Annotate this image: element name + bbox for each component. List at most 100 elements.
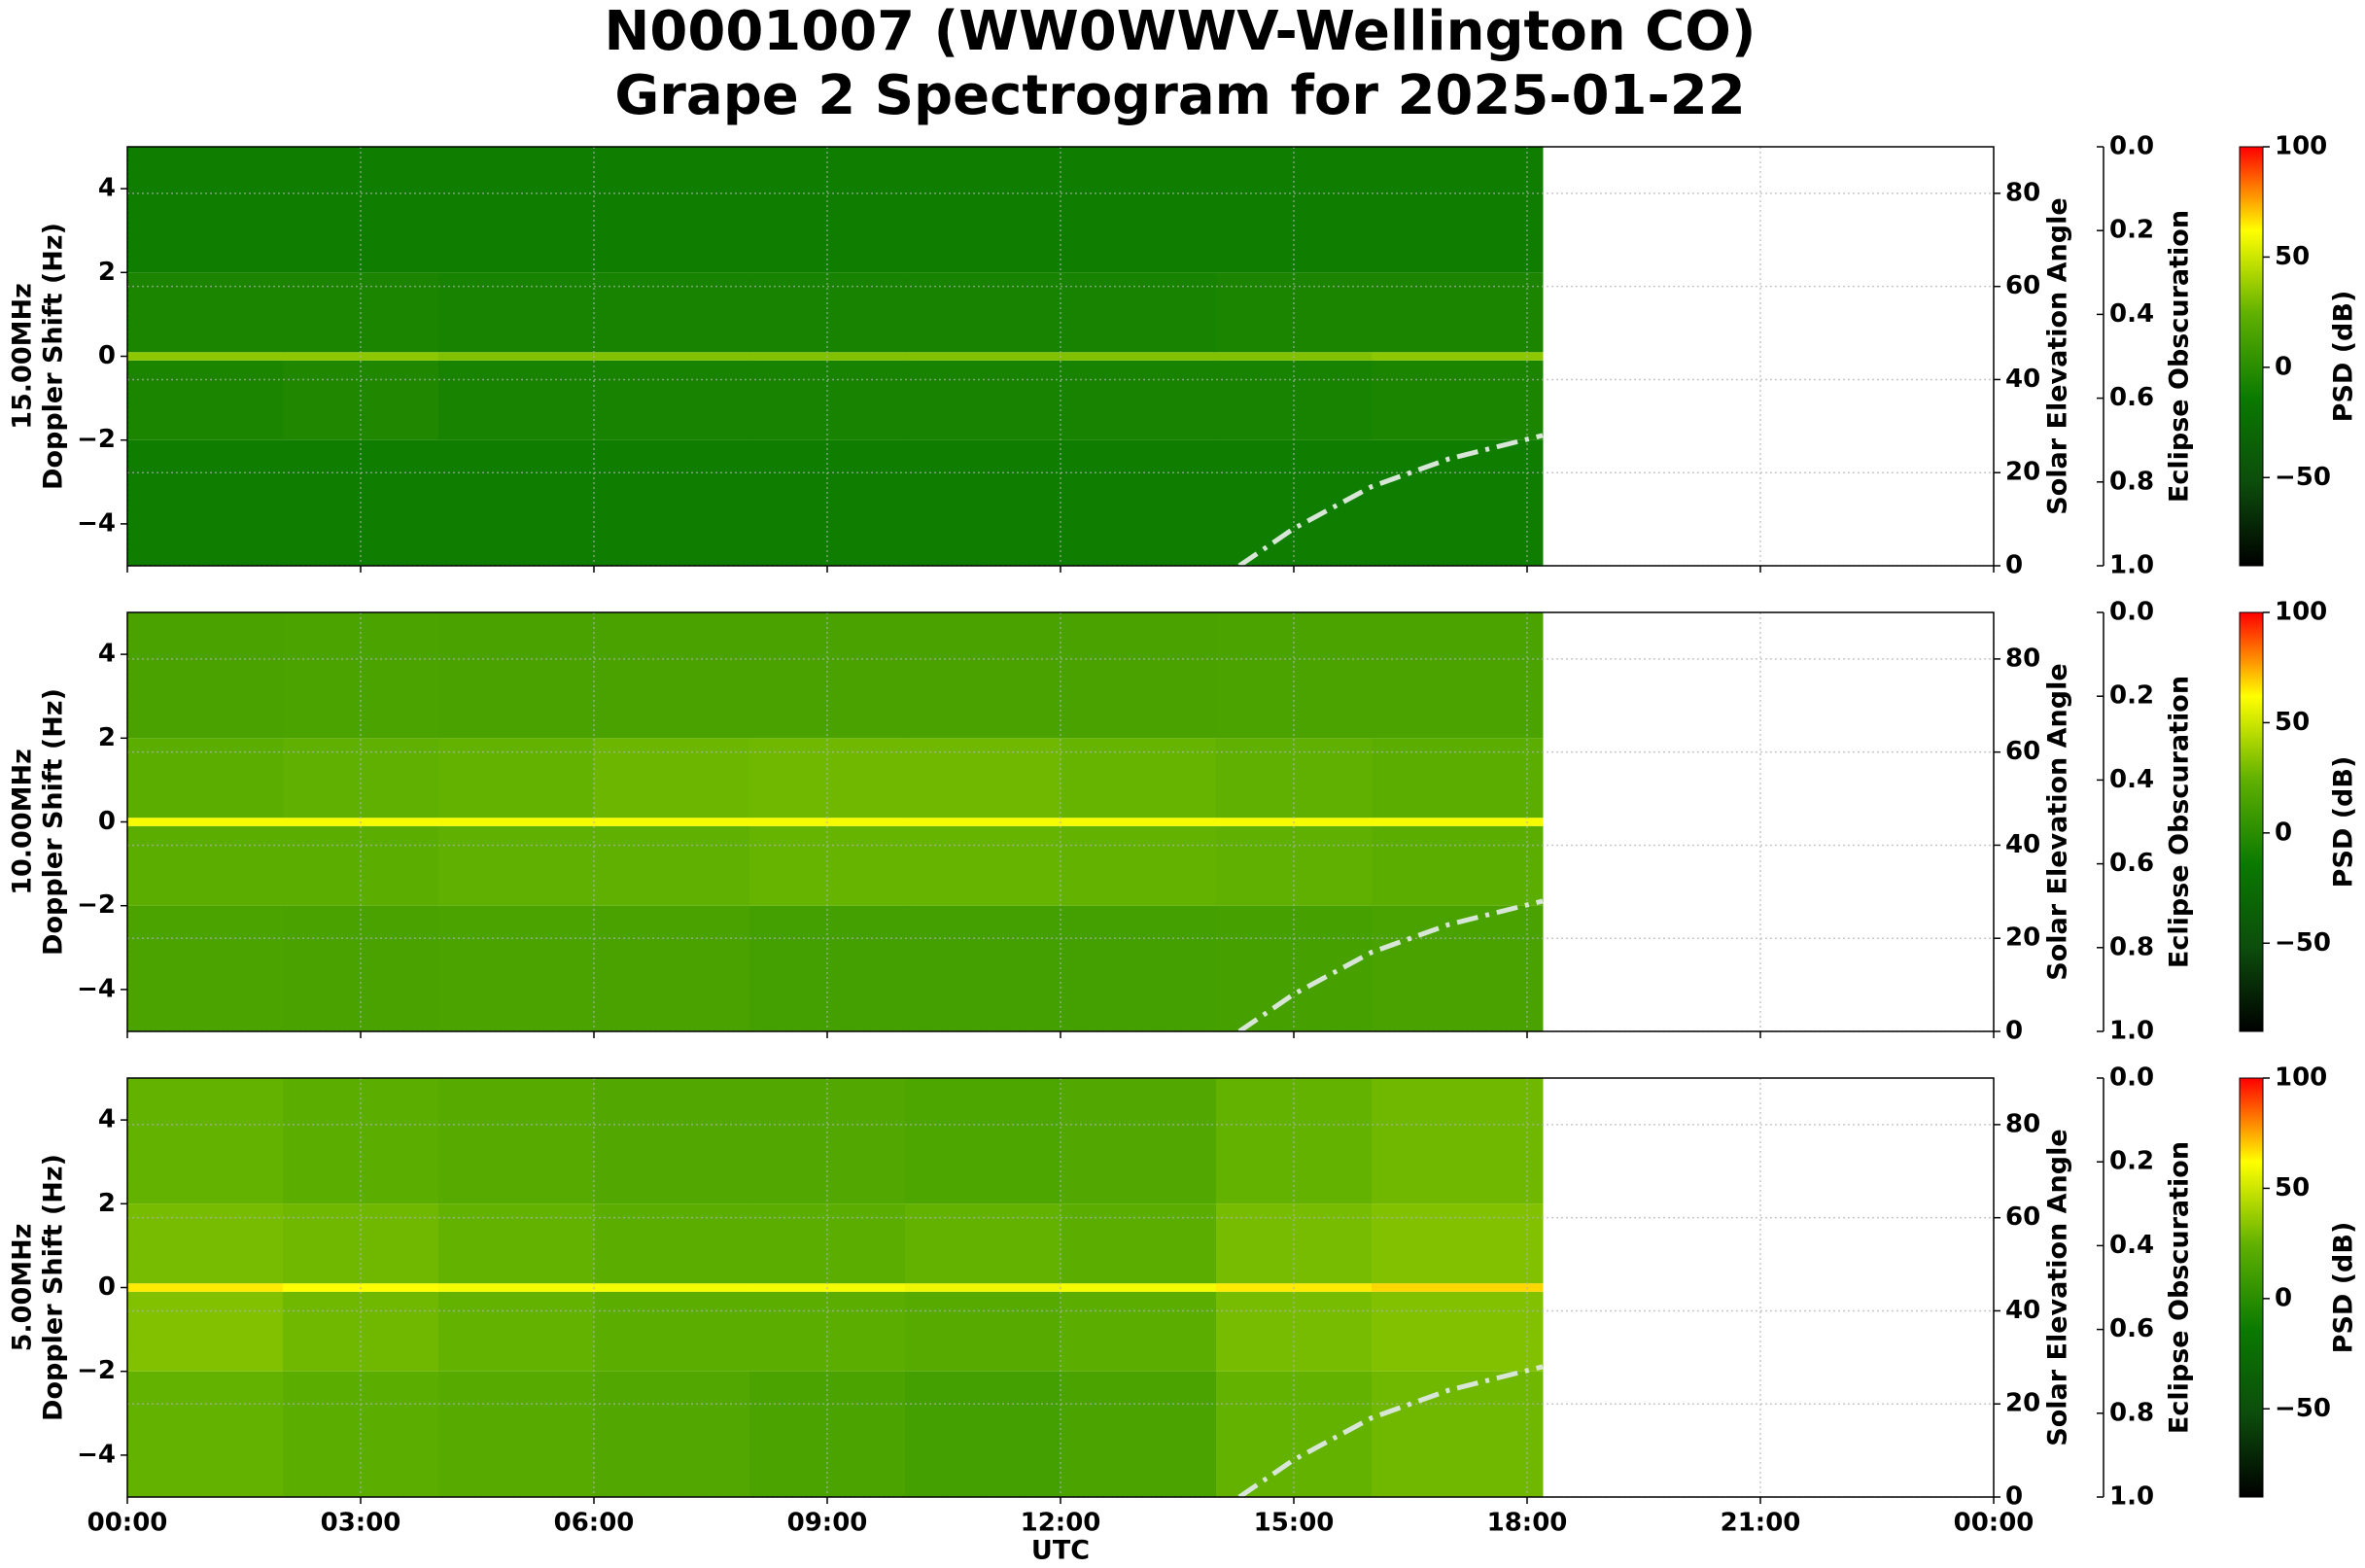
colorbar [2239, 611, 2264, 1032]
panel [127, 1078, 1994, 1497]
psd-cell [594, 818, 750, 826]
psd-cell [438, 905, 595, 1031]
psd-cell [1372, 1078, 1544, 1204]
psd-cell [127, 147, 284, 273]
psd-cell [905, 825, 1061, 906]
y3-tick-label: 0.2 [2109, 1147, 2154, 1176]
y2-axis-label: Solar Elevation Angle [2043, 1129, 2073, 1446]
psd-cell [905, 738, 1061, 819]
y-tick-label: −2 [77, 425, 116, 454]
title-line: Grape 2 Spectrogram for 2025-01-22 [614, 64, 1745, 127]
x-tick-label: 03:00 [321, 1509, 401, 1538]
psd-cell [438, 1291, 595, 1372]
psd-cell [905, 1203, 1061, 1284]
y2-tick-label: 20 [2005, 458, 2040, 487]
psd-cell [1061, 1203, 1217, 1284]
frequency-label: 5.00MHz [8, 1224, 38, 1352]
y3-tick-label: 0.6 [2109, 849, 2154, 878]
x-tick-label: 15:00 [1254, 1509, 1335, 1538]
x-tick-label: 06:00 [554, 1509, 635, 1538]
y-tick-label: −2 [77, 1356, 116, 1385]
solar-elevation-line [1237, 898, 1544, 1031]
psd-cell [1061, 1283, 1217, 1292]
psd-cell [594, 825, 750, 906]
y3-tick-label: 0.2 [2109, 216, 2154, 245]
psd-cell [127, 905, 284, 1031]
psd-cell [1372, 1203, 1544, 1284]
psd-cell [905, 818, 1061, 826]
y2-tick-label: 80 [2005, 178, 2040, 207]
psd-cell [127, 352, 284, 361]
psd-cell [905, 352, 1061, 361]
y3-tick-label: 0.8 [2109, 932, 2154, 961]
y3-tick-label: 0.8 [2109, 1398, 2154, 1427]
y-axis-label: Doppler Shift (Hz) [39, 223, 69, 490]
colorbar-tick-label: 0 [2275, 818, 2292, 847]
y2-tick-label: 60 [2005, 1202, 2040, 1232]
psd-cell [905, 147, 1061, 273]
psd-cell [594, 612, 750, 739]
psd-cell [1216, 147, 1373, 273]
y-tick-label: 4 [98, 640, 116, 669]
colorbar-label: PSD (dB) [2329, 1222, 2359, 1354]
y3-axis-label: Eclipse Obscuration [2165, 1141, 2195, 1434]
psd-cell [127, 612, 284, 739]
psd-cell [905, 905, 1061, 1031]
psd-cell [1372, 439, 1544, 566]
y-tick-label: 2 [98, 258, 116, 287]
psd-cell [438, 147, 595, 273]
x-tick-label: 00:00 [1954, 1509, 2035, 1538]
x-tick-label: 21:00 [1721, 1509, 1801, 1538]
psd-cell [905, 1291, 1061, 1372]
y2-tick-label: 40 [2005, 365, 2040, 394]
psd-cell [594, 352, 750, 361]
frequency-label: 15.00MHz [8, 283, 38, 430]
y2-tick-label: 40 [2005, 1296, 2040, 1325]
psd-cell [438, 1203, 595, 1284]
y2-tick-label: 80 [2005, 1109, 2040, 1138]
psd-cell [1372, 825, 1544, 906]
panel [127, 147, 1994, 566]
y3-tick-label: 0.4 [2109, 765, 2154, 794]
colorbar-label: PSD (dB) [2329, 291, 2359, 423]
psd-cell [1372, 818, 1544, 826]
solar-elevation-line [1237, 433, 1544, 566]
y2-tick-label: 60 [2005, 737, 2040, 766]
psd-cell [1061, 612, 1217, 739]
psd-cell [905, 1078, 1061, 1204]
psd-cell [1061, 360, 1217, 440]
y-tick-label: 2 [98, 723, 116, 752]
psd-cell [749, 1078, 906, 1204]
x-tick-label: 18:00 [1487, 1509, 1568, 1538]
y3-tick-label: 0.6 [2109, 1314, 2154, 1343]
psd-cell [127, 1291, 284, 1372]
psd-cell [594, 1291, 750, 1372]
psd-cell [1372, 147, 1544, 273]
frequency-label: 10.00MHz [8, 749, 38, 895]
psd-cell [594, 1283, 750, 1292]
psd-cell [1061, 352, 1217, 361]
panel [127, 612, 1994, 1031]
psd-cell [749, 612, 906, 739]
y3-tick-label: 0.0 [2109, 132, 2154, 161]
y3-tick-label: 0.8 [2109, 467, 2154, 496]
psd-cell [438, 738, 595, 819]
y3-tick-label: 1.0 [2109, 1482, 2154, 1512]
psd-cell [905, 272, 1061, 353]
y-tick-label: 0 [98, 807, 116, 836]
colorbar-tick-label: 100 [2275, 598, 2327, 627]
psd-cell [127, 1283, 284, 1292]
psd-cell [1061, 1371, 1217, 1497]
y3-axis-label: Eclipse Obscuration [2165, 676, 2195, 968]
psd-cell [1372, 352, 1544, 361]
psd-cell [438, 360, 595, 440]
y-tick-label: 0 [98, 341, 116, 370]
y-tick-label: 4 [98, 174, 116, 203]
colorbar-tick-label: 0 [2275, 1283, 2292, 1312]
y2-axis-label: Solar Elevation Angle [2043, 197, 2073, 514]
psd-cell [1372, 612, 1544, 739]
psd-cell [438, 818, 595, 826]
psd-cell [127, 272, 284, 353]
psd-cell [594, 147, 750, 273]
